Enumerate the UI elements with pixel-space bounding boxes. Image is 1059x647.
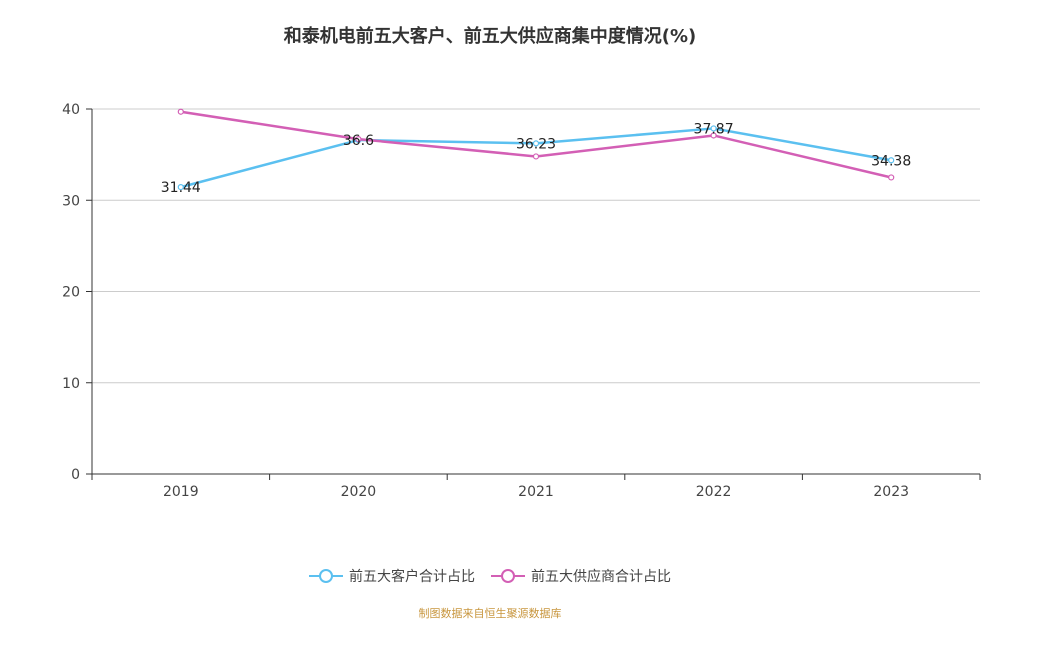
data-point[interactable] xyxy=(710,132,717,139)
x-tick-label: 2021 xyxy=(518,484,554,500)
data-point[interactable] xyxy=(177,184,184,191)
legend: 前五大客户合计占比 前五大供应商合计占比 xyxy=(0,566,980,586)
chart-title: 和泰机电前五大客户、前五大供应商集中度情况(%) xyxy=(283,26,697,47)
grid-layer xyxy=(92,108,980,384)
y-tick-label: 10 xyxy=(62,376,80,392)
data-label: 37.87 xyxy=(694,121,734,137)
legend-item-suppliers[interactable]: 前五大供应商合计占比 xyxy=(491,566,671,586)
x-tick-label: 2022 xyxy=(696,484,732,500)
data-label-layer: 31.44 36.6 36.23 37.87 34.38 xyxy=(161,121,911,196)
y-tick-label: 40 xyxy=(62,102,80,118)
y-tick-label: 30 xyxy=(62,193,80,209)
x-tick-label: 2020 xyxy=(341,484,377,500)
data-point[interactable] xyxy=(355,136,362,143)
data-label: 34.38 xyxy=(871,153,911,169)
data-label: 36.6 xyxy=(343,133,374,149)
data-point[interactable] xyxy=(177,108,184,115)
data-point[interactable] xyxy=(888,157,895,164)
legend-item-customers[interactable]: 前五大客户合计占比 xyxy=(309,566,475,586)
axis-layer: 0 10 20 30 40 2019 2020 2021 2022 2023 xyxy=(62,102,981,500)
data-label: 31.44 xyxy=(161,180,201,196)
legend-suppliers-icon xyxy=(491,569,525,583)
legend-customers-label: 前五大客户合计占比 xyxy=(349,569,475,585)
y-tick-label: 20 xyxy=(62,285,80,301)
data-point[interactable] xyxy=(710,125,717,132)
data-point[interactable] xyxy=(532,153,540,160)
legend-suppliers-label: 前五大供应商合计占比 xyxy=(531,569,671,585)
source-note: 制图数据来自恒生聚源数据库 xyxy=(418,607,562,620)
legend-customers-icon xyxy=(309,569,343,583)
y-tick-label: 0 xyxy=(71,467,80,483)
series-layer xyxy=(177,108,895,191)
data-point[interactable] xyxy=(532,140,540,147)
x-tick-label: 2023 xyxy=(873,484,909,500)
x-tick-label: 2019 xyxy=(163,484,199,500)
data-point[interactable] xyxy=(888,174,895,181)
data-label: 36.23 xyxy=(516,136,556,152)
